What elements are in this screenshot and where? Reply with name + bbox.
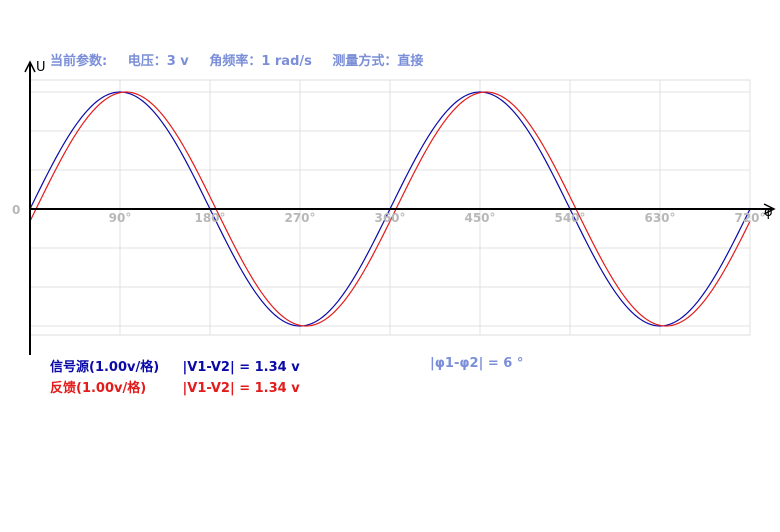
legend-feedback: 反馈(1.00v/格) |V1-V2| = 1.34 v: [50, 377, 300, 396]
legend-source: 信号源(1.00v/格) |V1-V2| = 1.34 v: [50, 356, 300, 375]
x-tick-label: 450°: [464, 211, 495, 225]
params-label: 当前参数:: [50, 54, 108, 69]
x-axis-arrow: [763, 203, 776, 215]
parameter-bar: 当前参数: 电压：3 v 角频率：1 rad/s 测量方式：直接: [50, 50, 439, 69]
voltage-value: 电压：3 v: [127, 54, 189, 69]
x-tick-label: 180°: [194, 211, 225, 225]
legend-feedback-name: 反馈(1.00v/格): [50, 381, 147, 396]
legend-feedback-value: |V1-V2| = 1.34 v: [182, 381, 300, 396]
x-tick-label: 270°: [284, 211, 315, 225]
x-tick-label: 720°: [734, 211, 765, 225]
x-tick-label: 630°: [644, 211, 675, 225]
x-tick-label: 360°: [374, 211, 405, 225]
angular-frequency-value: 角频率：1 rad/s: [209, 54, 312, 69]
y-axis-label: U: [36, 60, 46, 75]
measure-method-value: 测量方式：直接: [332, 54, 424, 69]
grid-lines: [30, 80, 751, 335]
x-axis-label: φ: [764, 205, 773, 220]
phase-difference: |φ1-φ2| = 6 °: [430, 356, 524, 371]
y-axis-arrow: [24, 60, 36, 73]
legend-source-name: 信号源(1.00v/格): [50, 360, 160, 375]
feedback-curve: [29, 91, 751, 327]
x-tick-label: 90°: [109, 211, 132, 225]
y-zero-label: 0: [12, 203, 20, 217]
legend-source-value: |V1-V2| = 1.34 v: [182, 360, 300, 375]
x-tick-label: 540°: [554, 211, 585, 225]
x-tick-labels: 90° 180° 270° 360° 450° 540° 630° 720°: [109, 211, 766, 225]
